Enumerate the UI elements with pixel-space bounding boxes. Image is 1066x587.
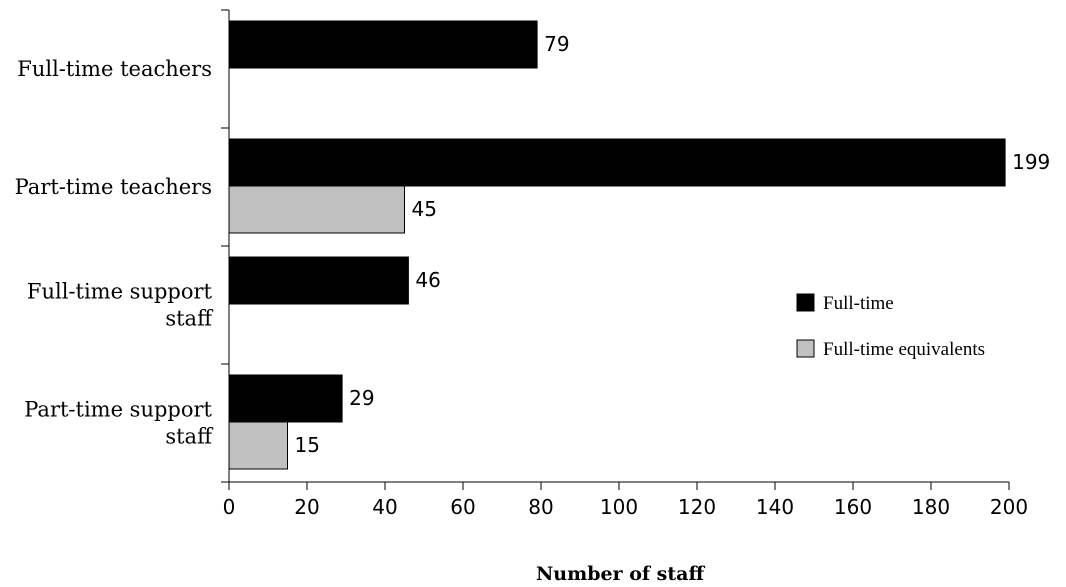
x-tick-label: 120 xyxy=(678,495,716,519)
data-label: 15 xyxy=(295,433,320,457)
x-tick-label: 40 xyxy=(372,495,397,519)
bar-full-time-equivalents-3 xyxy=(228,421,288,470)
bar-full-time-2 xyxy=(228,256,409,305)
category-label: Part-time teachers xyxy=(15,175,212,199)
x-tick-label: 100 xyxy=(600,495,638,519)
x-axis-title: Number of staff xyxy=(536,563,706,585)
category-label: Part-time support staff xyxy=(24,398,214,449)
category-label: Full-time teachers xyxy=(17,57,212,81)
bar-full-time-1 xyxy=(228,138,1006,187)
axes-group: Full-time teachers Part-time teachers Full… xyxy=(15,9,1028,519)
bar-full-time-equivalents-1 xyxy=(228,185,405,234)
bars-group xyxy=(228,20,1006,470)
x-tick-label: 140 xyxy=(756,495,794,519)
x-tick-label: 20 xyxy=(294,495,319,519)
legend-swatch xyxy=(796,339,815,358)
legend-swatch xyxy=(796,293,815,312)
legend-label: Full-time xyxy=(823,293,894,314)
legend: Full-time Full-time equivalents xyxy=(796,293,985,360)
category-label: Full-time support staff xyxy=(27,280,214,331)
data-label: 45 xyxy=(412,197,437,221)
data-label: 29 xyxy=(349,386,374,410)
x-tick-label: 80 xyxy=(528,495,553,519)
bar-full-time-0 xyxy=(228,20,538,69)
data-labels-group: 79 199 46 29 45 15 xyxy=(295,32,1051,457)
bar-full-time-3 xyxy=(228,374,343,423)
x-tick-label: 0 xyxy=(223,495,236,519)
data-label: 199 xyxy=(1012,150,1050,174)
x-tick-label: 200 xyxy=(990,495,1028,519)
x-tick-label: 180 xyxy=(912,495,950,519)
x-tick-label: 160 xyxy=(834,495,872,519)
x-tick-label: 60 xyxy=(450,495,475,519)
data-label: 46 xyxy=(415,268,440,292)
legend-label: Full-time equivalents xyxy=(823,339,985,360)
data-label: 79 xyxy=(544,32,569,56)
